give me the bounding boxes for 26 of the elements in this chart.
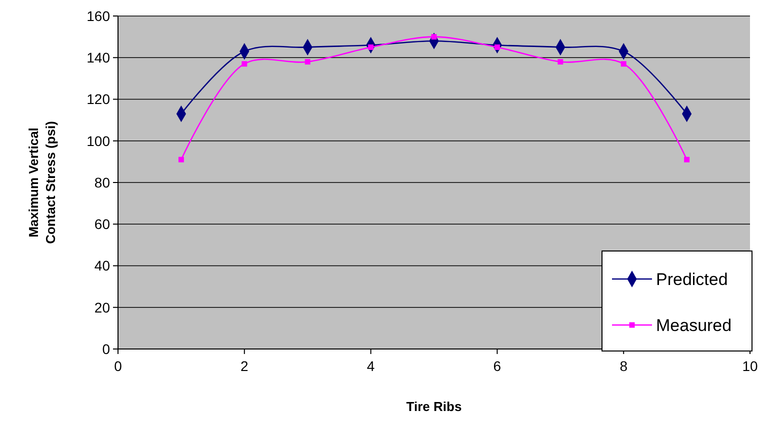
- x-axis-title: Tire Ribs: [406, 399, 462, 414]
- y-tick-label: 0: [102, 340, 110, 357]
- y-tick-label: 80: [94, 174, 110, 190]
- y-tick-label: 120: [86, 91, 110, 108]
- point: [620, 61, 626, 67]
- point: [178, 156, 184, 162]
- point: [431, 34, 437, 40]
- y-axis-title: Maximum Vertical Contact Stress (psi): [26, 121, 58, 244]
- x-tick-label: 0: [114, 358, 122, 374]
- y-tick-label: 140: [86, 50, 110, 66]
- y-tick-label: 60: [94, 216, 110, 232]
- y-tick-label: 20: [94, 299, 110, 316]
- y-tick-label: 160: [86, 8, 110, 24]
- point: [242, 61, 248, 67]
- x-tick-label: 10: [742, 358, 758, 374]
- legend-label: Predicted: [656, 270, 728, 289]
- y-tick-label: 40: [94, 258, 110, 274]
- x-tick-label: 8: [620, 358, 628, 374]
- y-tick-label: 100: [86, 132, 110, 149]
- x-tick-label: 4: [366, 358, 375, 374]
- x-tick-label: 6: [493, 358, 502, 374]
- legend-label: Measured: [656, 316, 732, 335]
- x-tick-label: 2: [240, 358, 248, 374]
- point: [558, 59, 564, 65]
- point: [684, 156, 690, 162]
- point: [304, 59, 310, 65]
